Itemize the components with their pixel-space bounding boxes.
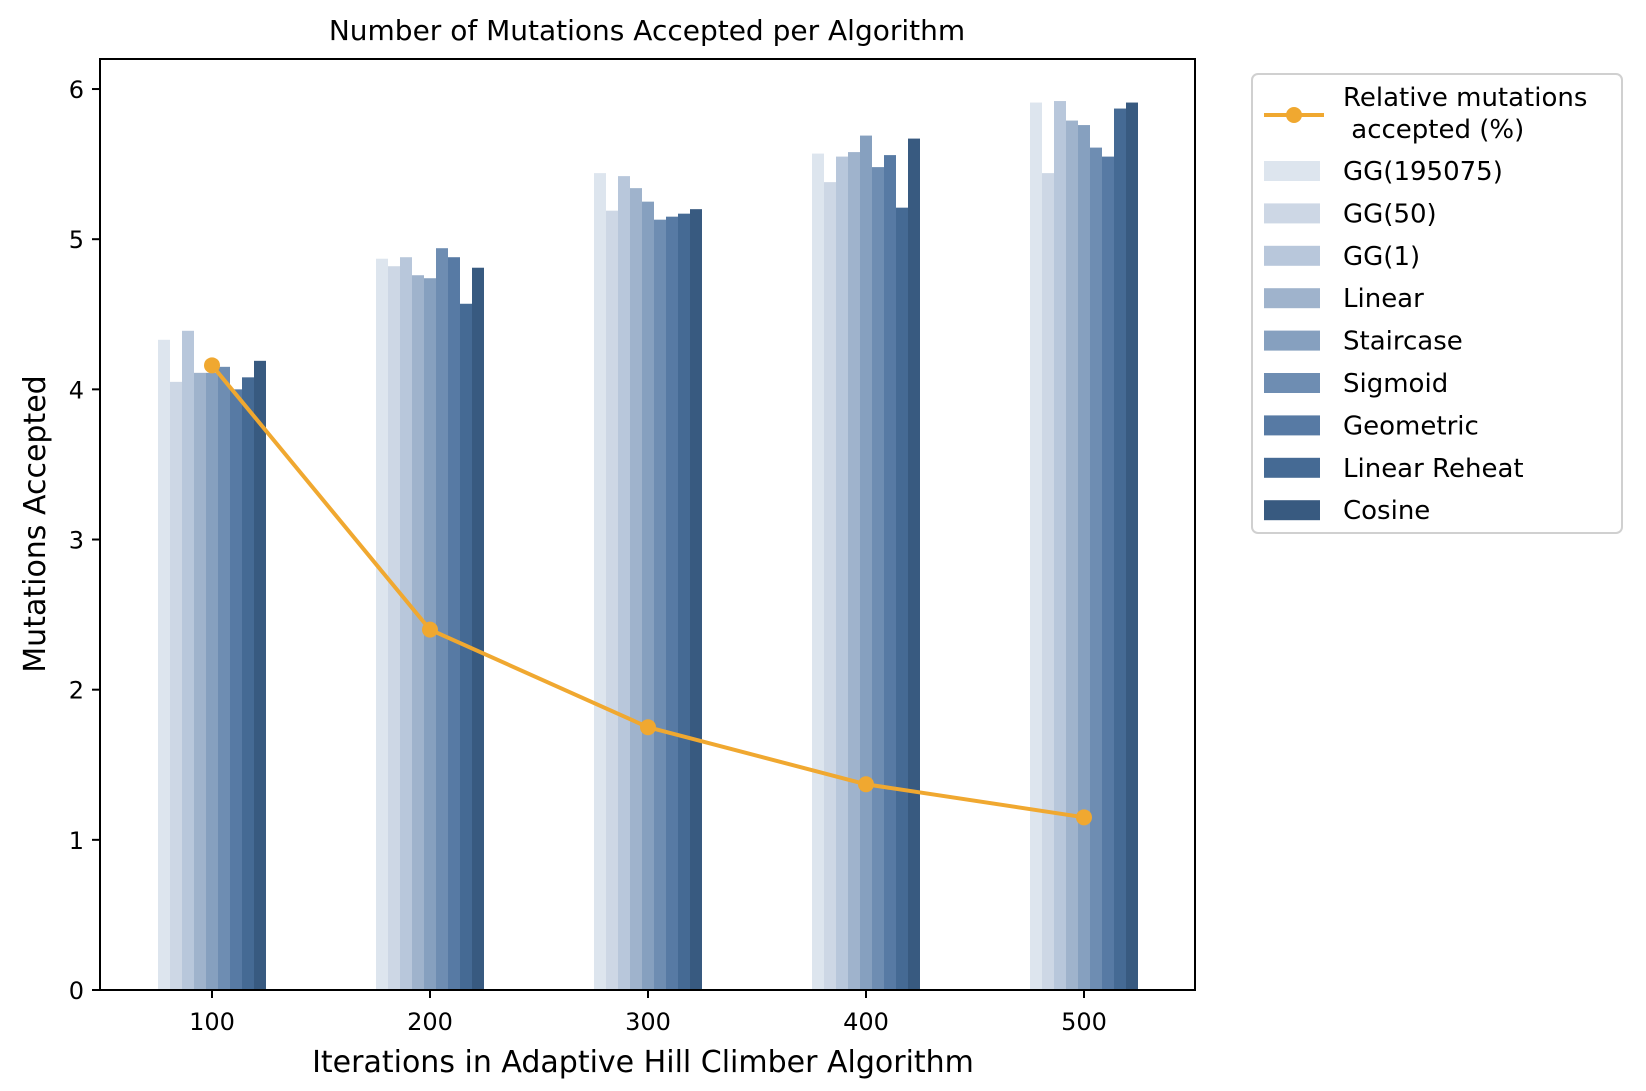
- bar: [376, 258, 388, 991]
- legend-swatch: [1264, 203, 1320, 224]
- x-axis: 100 200 300 400 500: [189, 990, 1107, 1036]
- bar: [1030, 102, 1042, 991]
- bars-layer: [158, 101, 1138, 991]
- bar: [1126, 102, 1138, 991]
- y-axis-label: Mutations Accepted: [18, 375, 53, 672]
- y-tick-label: 6: [69, 76, 84, 104]
- bar: [206, 372, 218, 990]
- bar: [1042, 173, 1054, 991]
- y-tick-label: 4: [69, 376, 84, 404]
- legend-label: Linear: [1343, 284, 1424, 314]
- bar: [630, 188, 642, 991]
- legend-swatch: [1264, 161, 1320, 181]
- legend-label: Geometric: [1343, 411, 1479, 441]
- line-layer: [204, 357, 1092, 826]
- bar: [412, 275, 424, 990]
- bar: [654, 219, 666, 990]
- bar: [606, 210, 618, 990]
- bar: [194, 372, 206, 990]
- legend: Relative mutations accepted (%) GG(195075…: [1251, 73, 1623, 534]
- bar: [436, 248, 448, 990]
- x-tick-label: 400: [843, 1008, 889, 1036]
- bar: [158, 339, 170, 990]
- line-point: [640, 719, 656, 736]
- bar: [860, 135, 872, 990]
- chart-title: Number of Mutations Accepted per Algorit…: [329, 14, 965, 47]
- legend-swatch: [1264, 500, 1320, 521]
- y-axis: 0 1 2 3 4 5 6: [69, 76, 100, 1005]
- bar: [824, 182, 836, 990]
- bar: [472, 267, 484, 990]
- legend-swatch: [1264, 415, 1320, 436]
- line-point: [204, 357, 220, 374]
- legend-label: Cosine: [1343, 496, 1430, 526]
- legend-label: GG(1): [1343, 242, 1420, 272]
- bar: [1102, 156, 1114, 990]
- bar: [1078, 125, 1090, 990]
- bar: [242, 377, 254, 991]
- legend-swatch: [1264, 245, 1320, 266]
- legend-label: Sigmoid: [1343, 369, 1448, 399]
- line-point: [422, 621, 438, 638]
- bar: [642, 201, 654, 991]
- bar: [1114, 108, 1126, 990]
- bar: [1066, 120, 1078, 990]
- bar: [666, 216, 678, 990]
- bar: [908, 138, 920, 991]
- legend-label: Relative mutations accepted (%): [1343, 83, 1587, 145]
- legend-label: Staircase: [1343, 327, 1463, 357]
- bar: [872, 167, 884, 990]
- x-tick-label: 300: [625, 1008, 671, 1036]
- x-tick-label: 500: [1061, 1008, 1107, 1036]
- bar: [678, 213, 690, 990]
- x-axis-label: Iterations in Adaptive Hill Climber Algo…: [312, 1045, 974, 1080]
- legend-frame: [1251, 73, 1623, 534]
- bar: [448, 257, 460, 990]
- bar: [400, 257, 412, 990]
- legend-swatch: [1264, 457, 1320, 478]
- legend-swatch: [1264, 330, 1320, 351]
- bar: [170, 381, 182, 990]
- x-tick-label: 200: [407, 1008, 453, 1036]
- bar: [812, 153, 824, 990]
- bar: [618, 176, 630, 991]
- bar: [388, 266, 400, 990]
- bar: [594, 173, 606, 991]
- bar: [230, 389, 242, 990]
- x-tick-label: 100: [189, 1008, 235, 1036]
- legend-swatch: [1264, 373, 1320, 393]
- bar: [1090, 147, 1102, 990]
- legend-label: GG(50): [1343, 199, 1437, 229]
- bar: [254, 360, 266, 990]
- bar: [1054, 101, 1066, 990]
- bar: [884, 155, 896, 991]
- y-tick-label: 3: [69, 527, 84, 555]
- legend-label: Linear Reheat: [1343, 454, 1524, 484]
- y-tick-label: 2: [69, 677, 84, 705]
- bar: [836, 156, 848, 990]
- y-tick-label: 5: [69, 226, 84, 254]
- bar: [848, 152, 860, 991]
- legend-line-marker: [1286, 107, 1302, 123]
- bar: [218, 366, 230, 990]
- bar: [690, 209, 702, 991]
- bar: [182, 330, 194, 990]
- line-point: [858, 776, 874, 793]
- line-point: [1076, 809, 1092, 826]
- legend-swatch: [1264, 288, 1320, 309]
- bar: [896, 207, 908, 991]
- y-tick-label: 0: [69, 977, 84, 1005]
- legend-label: GG(195075): [1343, 157, 1503, 187]
- y-tick-label: 1: [69, 827, 84, 855]
